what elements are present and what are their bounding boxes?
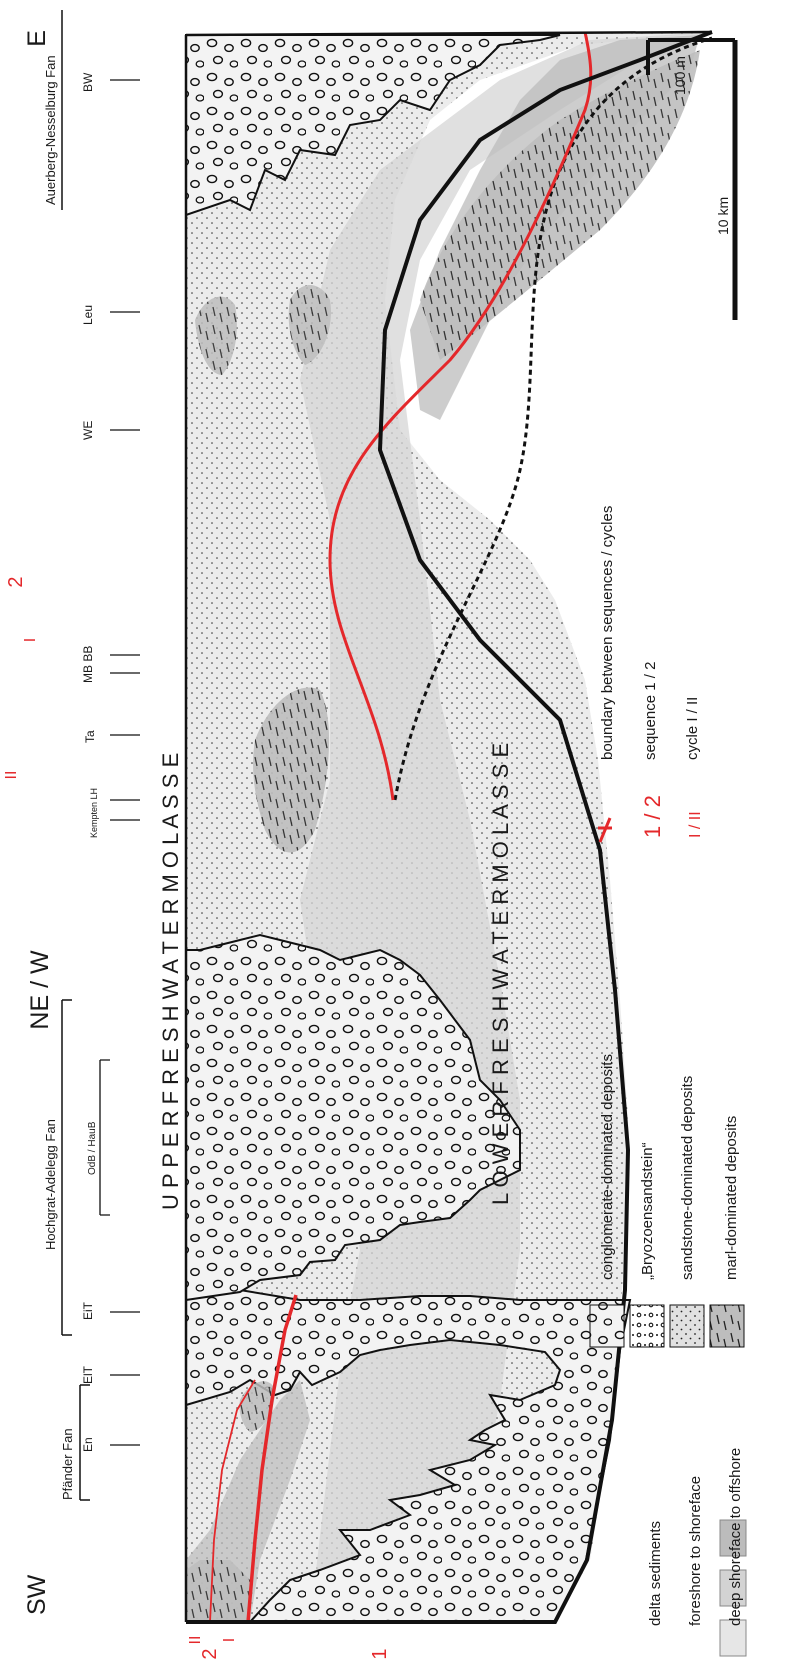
marl-lens-west (186, 1560, 250, 1622)
legend-swatch-shoreface (719, 1569, 747, 1607)
locality-eit: EiT (81, 1301, 95, 1320)
base-contact (186, 30, 713, 1624)
sequence-boundary-east (328, 31, 593, 801)
mark-right-2: 2 (5, 576, 27, 587)
legend-swatch-sandstone (669, 1304, 705, 1348)
orientation-ne-w: NE / W (26, 950, 54, 1030)
marl-lens-central (253, 687, 330, 853)
legend-label-conglomerate: conglomerate-dominated deposits (599, 1054, 616, 1280)
locality-ta: Ta (83, 730, 97, 743)
legend-mark-cycle: I / II (687, 811, 704, 838)
marl-lens-leu (195, 296, 237, 375)
locality-we: WE (81, 421, 95, 440)
locality-en: En (81, 1437, 95, 1452)
locality-kempten-lh: Kempten LH (89, 788, 99, 838)
legend-symbol-boundary (598, 817, 612, 843)
hochgrat-fan-label: Hochgrat-Adelegg Fan (43, 1119, 58, 1250)
legend-label-cycle: cycle I / II (684, 697, 701, 760)
mark-left-1: 1 (369, 1648, 391, 1659)
orientation-sw: SW (23, 1574, 51, 1615)
legend-swatch-conglomerate (589, 1304, 625, 1348)
legend-swatch-marl (709, 1304, 745, 1348)
locality-elt: ElT (81, 1365, 95, 1384)
legend: delta sediments foreshore to shoreface d… (589, 506, 747, 1657)
legend-label-bryozoensandstein: „Bryozoensandstein“ (639, 1142, 656, 1280)
hochgrat-inner-bracket (99, 1059, 110, 1216)
conglomerate-east (185, 34, 561, 217)
mark-left-II: II (187, 1636, 204, 1645)
mark-left-I: I (221, 1638, 238, 1642)
legend-label-shoreface: foreshore to shoreface (687, 1476, 704, 1626)
cycle-boundary-west (209, 1379, 256, 1623)
locality-markers: En ElT EiT Kempten LH Ta MB BB WE Leu BW (81, 72, 140, 1452)
pfaender-fan-bracket (79, 1384, 90, 1501)
marl-lens-deep-east (420, 50, 700, 360)
marl-lens-east (288, 285, 331, 365)
mark-right-II: II (3, 771, 20, 780)
mark-left-2: 2 (199, 1648, 221, 1659)
conglomerate-west (185, 1283, 632, 1623)
conglomerate-central (185, 933, 521, 1302)
scale-vertical-label: 100 m (672, 56, 688, 95)
orientation-e: E (23, 30, 51, 47)
pfaender-fan-label: Pfänder Fan (60, 1428, 75, 1500)
locality-mb-bb: MB BB (81, 646, 95, 683)
locality-bw: BW (81, 72, 95, 92)
fan-brackets: Pfänder Fan Hochgrat-Adelegg Fan OdB / H… (43, 10, 110, 1501)
lower-freshwater-molasse-label: L O W E R F R E S H W A T E R M O L A S … (488, 743, 513, 1205)
scale-horizontal-label: 10 km (715, 197, 731, 235)
legend-label-sandstone: sandstone-dominated deposits (679, 1076, 696, 1280)
legend-mark-sequence: 1 / 2 (640, 795, 665, 838)
hochgrat-fan-bracket (61, 999, 72, 1336)
legend-swatch-delta (719, 1619, 747, 1657)
legend-label-offshore: deep shoreface to offshore (727, 1448, 744, 1626)
boundary-marks: II 2 I 1 II 2 I (3, 576, 391, 1659)
locality-leu: Leu (81, 305, 95, 325)
orientation-labels: SW NE / W E (23, 30, 54, 1615)
legend-label-delta: delta sediments (647, 1521, 664, 1626)
mark-right-I: I (22, 638, 39, 642)
hochgrat-inner-label: OdB / HauB (87, 1121, 98, 1175)
legend-swatch-bryozoensandstein (629, 1304, 665, 1348)
legend-label-marl: marl-dominated deposits (723, 1116, 740, 1280)
cross-section-body (184, 30, 713, 1624)
legend-swatch-offshore (719, 1519, 747, 1557)
auerberg-fan-label: Auerberg-Nesselburg Fan (43, 55, 58, 205)
sequence-boundary-west (246, 1294, 298, 1623)
legend-label-boundary: boundary between sequences / cycles (599, 506, 616, 760)
upper-freshwater-molasse-label: U P P E R F R E S H W A T E R M O L A S … (158, 753, 183, 1210)
bryozoensandstein-band (393, 36, 713, 801)
marl-lens-west-small (239, 1381, 275, 1432)
scale-bar: 100 m 10 km (646, 38, 738, 320)
legend-label-sequence: sequence 1 / 2 (642, 662, 659, 760)
